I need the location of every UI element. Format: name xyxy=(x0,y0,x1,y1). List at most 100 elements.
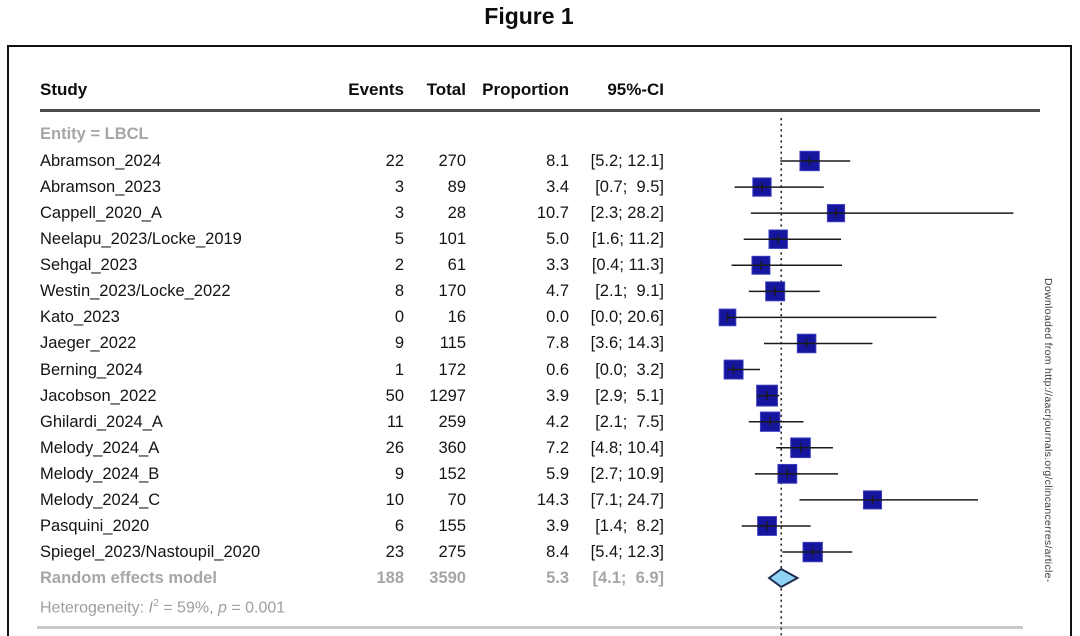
proportion-value: 7.8 xyxy=(546,334,569,353)
summary-name: Random effects model xyxy=(40,569,217,587)
total-value: 172 xyxy=(438,360,466,379)
study-name: Cappell_2020_A xyxy=(40,204,163,223)
ci-value: [1.6; 11.2] xyxy=(591,230,664,249)
het-tail: = 0.001 xyxy=(226,599,286,617)
ci-value: [0.7; 9.5] xyxy=(595,178,664,197)
events-value: 2 xyxy=(394,256,404,275)
study-name: Spiegel_2023/Nastoupil_2020 xyxy=(40,543,261,562)
total-value: 101 xyxy=(438,230,466,249)
column-header-ci: 95%-CI xyxy=(607,80,664,99)
column-header-proportion: Proportion xyxy=(482,80,569,99)
het-p-symbol: p xyxy=(217,599,227,617)
study-name: Westin_2023/Locke_2022 xyxy=(40,282,231,301)
study-name: Neelapu_2023/Locke_2019 xyxy=(40,230,242,249)
ci-value: [2.1; 7.5] xyxy=(595,412,664,431)
study-name: Abramson_2024 xyxy=(40,152,162,170)
table-row: Sehgal_2023 2 61 3.3 [0.4; 11.3] xyxy=(0,252,1080,278)
events-value: 0 xyxy=(394,308,404,327)
events-value: 26 xyxy=(385,438,404,457)
study-name: Ghilardi_2024_A xyxy=(40,412,163,431)
figure-border-box xyxy=(7,45,1072,636)
proportion-value: 0.6 xyxy=(546,360,569,379)
events-value: 9 xyxy=(394,464,404,483)
total-value: 275 xyxy=(438,543,466,562)
ci-value: [2.7; 10.9] xyxy=(590,464,664,483)
ci-value: [0.0; 20.6] xyxy=(590,308,664,327)
proportion-value: 10.7 xyxy=(536,204,569,223)
subgroup-label-row: Entity = LBCL xyxy=(0,121,1080,147)
events-value: 22 xyxy=(385,152,404,170)
het-i-exponent: 2 xyxy=(152,597,159,609)
summary-diamond xyxy=(767,567,800,589)
events-value: 5 xyxy=(394,230,404,249)
table-row: Kato_2023 0 16 0.0 [0.0; 20.6] xyxy=(0,304,1080,330)
column-header-study: Study xyxy=(40,80,88,99)
proportion-value: 3.9 xyxy=(546,516,569,535)
header-divider-line xyxy=(40,109,1040,112)
total-value: 115 xyxy=(439,334,466,353)
proportion-value: 14.3 xyxy=(536,490,569,509)
table-header-row: Study Events Total Proportion 95%-CI xyxy=(0,77,1080,103)
ci-value: [1.4; 8.2] xyxy=(595,516,664,535)
ci-value: [2.1; 9.1] xyxy=(595,282,664,301)
events-value: 6 xyxy=(394,516,404,535)
table-row: Neelapu_2023/Locke_2019 5 101 5.0 [1.6; 11.2… xyxy=(0,226,1080,252)
summary-ci: [4.1; 6.9] xyxy=(592,569,664,587)
table-row: Pasquini_2020 6 155 3.9 [1.4; 8.2] xyxy=(0,513,1080,539)
subgroup-label: Entity = LBCL xyxy=(40,125,149,143)
events-value: 3 xyxy=(394,204,404,223)
proportion-value: 3.9 xyxy=(546,386,569,405)
study-name: Pasquini_2020 xyxy=(40,516,150,535)
total-value: 259 xyxy=(438,412,466,431)
total-value: 170 xyxy=(438,282,466,301)
events-value: 9 xyxy=(394,334,404,353)
total-value: 16 xyxy=(447,308,466,327)
table-row: Ghilardi_2024_A 11 259 4.2 [2.1; 7.5] xyxy=(0,409,1080,435)
proportion-value: 5.0 xyxy=(546,230,569,249)
table-row: Jaeger_2022 9 115 7.8 [3.6; 14.3] xyxy=(0,330,1080,356)
total-value: 61 xyxy=(447,256,466,275)
total-value: 28 xyxy=(447,204,466,223)
events-value: 10 xyxy=(385,490,404,509)
ci-value: [0.4; 11.3] xyxy=(591,256,664,275)
study-name: Jacobson_2022 xyxy=(40,386,157,405)
proportion-value: 3.4 xyxy=(546,178,569,197)
proportion-value: 8.4 xyxy=(546,543,569,562)
study-name: Melody_2024_B xyxy=(40,464,160,483)
column-header-events: Events xyxy=(348,80,404,99)
summary-total: 3590 xyxy=(429,569,466,587)
ci-value: [2.3; 28.2] xyxy=(590,204,664,223)
study-name: Melody_2024_C xyxy=(40,490,161,509)
het-prefix: Heterogeneity: xyxy=(40,599,149,617)
heterogeneity-note: Heterogeneity: I2 = 59%, p = 0.001 xyxy=(40,590,285,616)
study-name: Abramson_2023 xyxy=(40,178,162,197)
proportion-value: 7.2 xyxy=(546,438,569,457)
summary-row: Random effects model 188 3590 5.3 [4.1; … xyxy=(0,565,1080,591)
events-value: 3 xyxy=(394,178,404,197)
study-name: Jaeger_2022 xyxy=(40,334,137,353)
total-value: 270 xyxy=(438,152,466,170)
proportion-value: 3.3 xyxy=(546,256,569,275)
table-row: Berning_2024 1 172 0.6 [0.0; 3.2] xyxy=(0,357,1080,383)
proportion-value: 8.1 xyxy=(546,152,569,170)
total-value: 360 xyxy=(438,438,466,457)
table-row: Melody_2024_B 9 152 5.9 [2.7; 10.9] xyxy=(0,461,1080,487)
study-name: Berning_2024 xyxy=(40,360,143,379)
figure-title: Figure 1 xyxy=(484,3,574,29)
events-value: 1 xyxy=(394,360,404,379)
total-value: 70 xyxy=(447,490,466,509)
ci-value: [7.1; 24.7] xyxy=(590,490,664,509)
study-name: Melody_2024_A xyxy=(40,438,160,457)
ci-value: [2.9; 5.1] xyxy=(595,386,664,405)
events-value: 8 xyxy=(394,282,404,301)
proportion-value: 0.0 xyxy=(546,308,569,327)
ci-value: [4.8; 10.4] xyxy=(590,438,664,457)
events-value: 23 xyxy=(385,543,404,562)
table-row: Spiegel_2023/Nastoupil_2020 23 275 8.4 [5.4;… xyxy=(0,539,1080,565)
table-row: Jacobson_2022 50 1297 3.9 [2.9; 5.1] xyxy=(0,383,1080,409)
summary-events: 188 xyxy=(376,569,404,587)
proportion-value: 4.2 xyxy=(546,412,569,431)
ci-value: [0.0; 3.2] xyxy=(595,360,664,379)
ci-value: [5.2; 12.1] xyxy=(590,152,664,170)
